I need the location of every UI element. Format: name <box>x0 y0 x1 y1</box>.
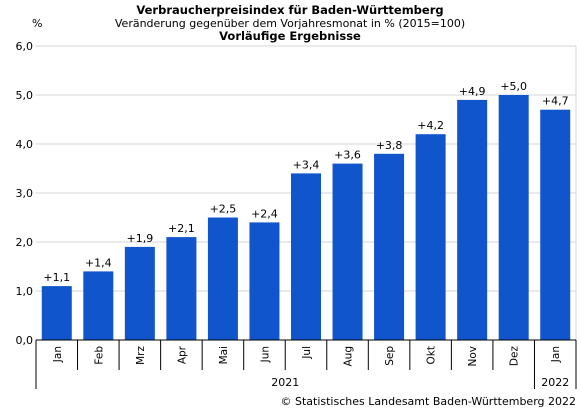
bar <box>457 99 488 341</box>
y-tick-label: 2,0 <box>16 236 34 249</box>
chart-subtitle: Veränderung gegenüber dem Vorjahresmonat… <box>115 17 465 30</box>
y-axis-unit: % <box>32 17 42 30</box>
credit-line: © Statistisches Landesamt Baden-Württemb… <box>280 395 576 408</box>
bar <box>124 246 155 340</box>
bar <box>207 217 238 340</box>
bar-value-label: +4,7 <box>542 95 569 108</box>
x-category-label: Jan <box>52 346 64 363</box>
bar-value-label: +3,4 <box>293 158 320 171</box>
bar <box>41 286 72 340</box>
bar <box>332 163 363 340</box>
bar <box>83 271 114 340</box>
chart-title: Verbraucherpreisindex für Baden-Württemb… <box>136 3 443 17</box>
x-group-label: 2022 <box>541 376 569 389</box>
x-category-label: Jul <box>301 346 313 360</box>
bar-value-label: +4,2 <box>417 119 444 132</box>
bar <box>249 222 280 340</box>
x-category-label: Nov <box>467 346 479 367</box>
bar-value-label: +4,9 <box>459 85 486 98</box>
y-tick-label: 0,0 <box>16 334 34 347</box>
bar <box>540 109 571 340</box>
bar <box>415 134 446 340</box>
bar-value-label: +2,4 <box>251 207 278 220</box>
x-category-label: Feb <box>93 346 105 365</box>
bar <box>374 153 405 340</box>
x-category-label: Apr <box>176 345 188 364</box>
y-tick-label: 6,0 <box>16 40 34 53</box>
bar <box>498 95 529 340</box>
bar-value-label: +5,0 <box>500 80 527 93</box>
x-category-label: Jan <box>550 346 562 363</box>
bar <box>166 237 197 340</box>
x-category-label: Mai <box>218 346 230 364</box>
y-tick-label: 5,0 <box>16 89 34 102</box>
x-category-label: Okt <box>426 346 438 364</box>
x-category-label: Jun <box>259 346 271 363</box>
bar <box>291 173 321 340</box>
chart-subtitle-2: Vorläufige Ergebnisse <box>219 29 361 43</box>
bar-value-label: +3,6 <box>334 149 361 162</box>
y-tick-label: 4,0 <box>16 138 34 151</box>
y-tick-label: 3,0 <box>16 187 34 200</box>
bar-value-label: +1,9 <box>126 232 153 245</box>
y-tick-label: 1,0 <box>16 285 34 298</box>
bar-value-label: +3,8 <box>376 139 403 152</box>
bar-value-label: +1,4 <box>85 256 112 269</box>
x-category-label: Sep <box>384 346 396 366</box>
x-category-label: Mrz <box>135 346 147 365</box>
bar-value-label: +2,1 <box>168 222 195 235</box>
bar-value-label: +1,1 <box>43 271 70 284</box>
plot-area: 0,0 1,0 2,0 3,0 4,0 5,0 6,0 +1,1 +1,4 +1,9 +2,1 +2,… <box>16 40 577 389</box>
x-group-label: 2021 <box>271 376 299 389</box>
x-category-label: Dez <box>509 346 521 367</box>
bar-value-label: +2,5 <box>210 203 237 216</box>
x-category-label: Aug <box>343 346 355 367</box>
